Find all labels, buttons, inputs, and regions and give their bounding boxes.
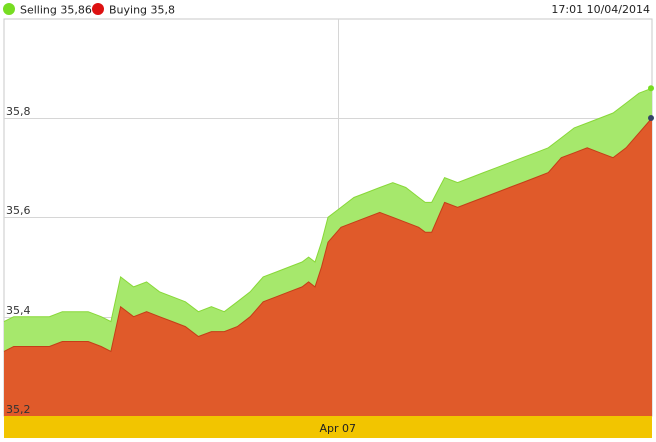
- y-tick-label: 35,2: [6, 403, 31, 416]
- x-axis: Apr 07: [4, 416, 652, 438]
- x-axis-band: [4, 416, 652, 438]
- y-tick-label: 35,4: [6, 304, 31, 317]
- selling-dot-icon: [3, 3, 15, 15]
- line-buying: [3, 117, 653, 353]
- timestamp: 17:01 10/04/2014: [551, 3, 650, 16]
- x-tick-label: Apr 07: [319, 422, 356, 435]
- buying-endpoint[interactable]: [648, 115, 654, 121]
- y-tick-label: 35,8: [6, 105, 31, 118]
- y-tick-label: 35,6: [6, 204, 31, 217]
- series-areas: [3, 85, 654, 416]
- legend-label-selling: Selling 35,86: [20, 3, 92, 17]
- legend-label-buying: Buying 35,8: [109, 3, 176, 17]
- area-buying: [4, 118, 652, 416]
- legend-item-buying[interactable]: Buying 35,8: [92, 2, 175, 17]
- line-selling: [3, 87, 653, 323]
- legend-item-selling[interactable]: Selling 35,86: [3, 2, 92, 17]
- chart-header: Selling 35,86 Buying 35,8 17:01 10/04/20…: [0, 0, 656, 19]
- buying-dot-icon: [92, 3, 104, 15]
- selling-endpoint[interactable]: [648, 85, 654, 92]
- y-axis-labels: 35,2 35,4 35,6 35,8: [6, 105, 31, 416]
